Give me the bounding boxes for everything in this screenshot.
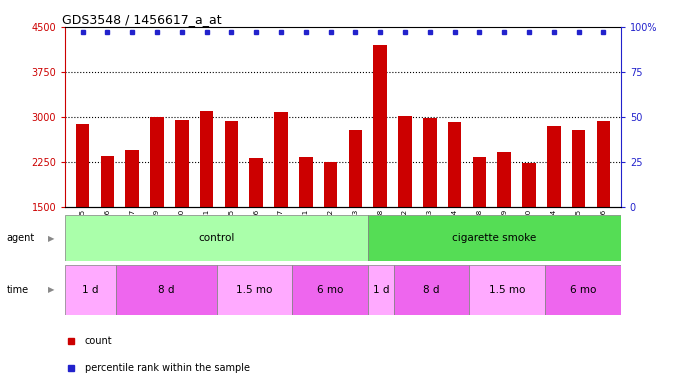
Text: 1.5 mo: 1.5 mo [489,285,525,295]
Text: agent: agent [7,233,35,243]
Bar [348,130,362,207]
Bar [224,121,238,207]
Bar [423,118,437,207]
Bar [368,215,621,261]
Bar [116,265,217,315]
Text: ▶: ▶ [48,285,54,295]
Bar [75,124,89,207]
Text: count: count [84,336,113,346]
Text: 1 d: 1 d [372,285,389,295]
Text: ▶: ▶ [48,233,54,243]
Bar [398,116,412,207]
Bar [292,265,368,315]
Bar [373,45,387,207]
Bar [200,111,213,207]
Bar [126,150,139,207]
Bar [175,120,189,207]
Text: 8 d: 8 d [158,285,174,295]
Bar [150,117,164,207]
Bar [394,265,469,315]
Bar [65,265,116,315]
Text: 1.5 mo: 1.5 mo [237,285,273,295]
Bar [522,164,536,207]
Text: 8 d: 8 d [423,285,440,295]
Bar [473,157,486,207]
Bar [299,157,313,207]
Bar [274,112,288,207]
Bar [545,265,621,315]
Text: GDS3548 / 1456617_a_at: GDS3548 / 1456617_a_at [62,13,222,26]
Bar [572,130,585,207]
Text: 1 d: 1 d [82,285,99,295]
Bar [101,156,114,207]
Bar [547,126,560,207]
Bar [469,265,545,315]
Text: 6 mo: 6 mo [570,285,596,295]
Bar [448,122,462,207]
Text: percentile rank within the sample: percentile rank within the sample [84,363,250,373]
Bar [597,121,611,207]
Text: 6 mo: 6 mo [317,285,344,295]
Text: control: control [198,233,235,243]
Bar [324,162,338,207]
Text: cigarette smoke: cigarette smoke [453,233,536,243]
Bar [249,158,263,207]
Bar [65,215,368,261]
Bar [217,265,292,315]
Bar [497,152,511,207]
Bar [368,265,394,315]
Text: time: time [7,285,29,295]
